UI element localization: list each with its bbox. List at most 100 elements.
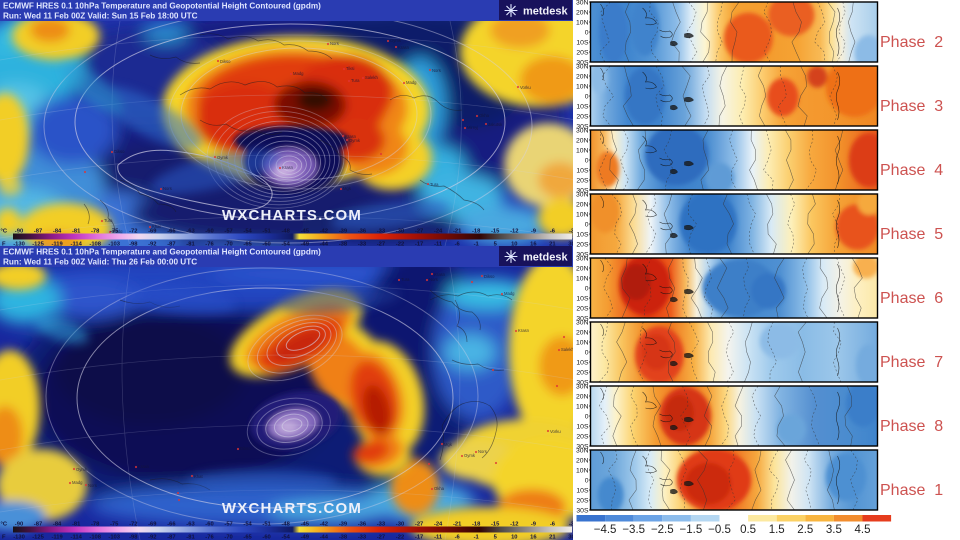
svg-text:16: 16 (530, 535, 537, 540)
svg-text:1.5: 1.5 (769, 524, 785, 536)
svg-text:Dikso: Dikso (240, 446, 251, 451)
svg-text:Madg: Madg (112, 229, 123, 234)
svg-text:Phase 4: Phase 4 (880, 162, 943, 179)
svg-text:−1.5: −1.5 (680, 524, 703, 536)
svg-text:-98: -98 (129, 242, 138, 248)
svg-text:-18: -18 (472, 522, 481, 528)
svg-text:Nors: Nors (88, 483, 97, 488)
svg-text:-84: -84 (53, 229, 62, 235)
svg-text:30S: 30S (576, 59, 589, 66)
svg-text:°C: °C (1, 229, 8, 235)
svg-text:10: 10 (511, 242, 517, 248)
svg-text:10S: 10S (576, 295, 589, 302)
svg-text:F: F (2, 535, 6, 540)
svg-text:-60: -60 (262, 242, 270, 248)
svg-text:-33: -33 (358, 242, 367, 248)
svg-text:-65: -65 (243, 242, 252, 248)
svg-text:-69: -69 (148, 229, 157, 235)
svg-text:0: 0 (585, 477, 589, 484)
svg-text:Oymk: Oymk (217, 155, 229, 160)
svg-text:20S: 20S (576, 113, 589, 120)
svg-text:-108: -108 (89, 242, 101, 248)
svg-text:-57: -57 (224, 229, 232, 235)
svg-text:Khat: Khat (152, 224, 161, 229)
svg-text:30N: 30N (576, 63, 589, 70)
svg-text:-108: -108 (89, 535, 101, 540)
svg-text:30S: 30S (576, 123, 589, 130)
svg-text:0: 0 (585, 221, 589, 228)
svg-text:10S: 10S (576, 103, 589, 110)
svg-text:-51: -51 (262, 522, 271, 528)
svg-text:10N: 10N (576, 339, 589, 346)
svg-text:-90: -90 (15, 229, 23, 235)
svg-text:10N: 10N (576, 211, 589, 218)
svg-text:0: 0 (585, 413, 589, 420)
svg-text:Salekh: Salekh (365, 75, 378, 80)
svg-text:Krasn: Krasn (345, 134, 357, 139)
svg-text:20N: 20N (576, 393, 589, 400)
svg-text:-33: -33 (377, 522, 386, 528)
svg-text:20S: 20S (576, 49, 589, 56)
svg-text:4.5: 4.5 (855, 524, 871, 536)
svg-text:21: 21 (549, 242, 556, 248)
svg-text:10S: 10S (576, 359, 589, 366)
svg-text:-42: -42 (320, 522, 328, 528)
svg-text:20S: 20S (576, 305, 589, 312)
svg-text:0: 0 (585, 29, 589, 36)
svg-text:2.5: 2.5 (797, 524, 813, 536)
svg-text:Tura: Tura (401, 277, 410, 282)
svg-text:−3.5: −3.5 (622, 524, 645, 536)
svg-text:-84: -84 (53, 522, 62, 528)
svg-text:30: 30 (568, 535, 574, 540)
svg-text:Salekh: Salekh (561, 347, 574, 352)
svg-text:-11: -11 (434, 242, 443, 248)
svg-text:-24: -24 (434, 229, 443, 235)
svg-text:-21: -21 (453, 229, 462, 235)
svg-text:Krasn: Krasn (282, 165, 294, 170)
svg-text:metdesk: metdesk (523, 6, 569, 18)
svg-text:WXCHARTS.COM: WXCHARTS.COM (222, 500, 362, 517)
svg-text:F: F (2, 242, 6, 248)
svg-text:-11: -11 (434, 535, 443, 540)
svg-text:-81: -81 (72, 229, 81, 235)
svg-text:-45: -45 (301, 522, 310, 528)
svg-text:Khat: Khat (194, 474, 203, 479)
svg-text:Krasn: Krasn (518, 328, 530, 333)
svg-text:Okha: Okha (434, 486, 445, 491)
svg-text:-38: -38 (339, 242, 348, 248)
svg-text:-69: -69 (148, 522, 157, 528)
svg-text:Run: Wed 11 Feb 00Z Valid: Thu: Run: Wed 11 Feb 00Z Valid: Thu 26 Feb 00… (3, 258, 197, 267)
svg-text:10N: 10N (576, 19, 589, 26)
svg-text:Krasn: Krasn (138, 464, 150, 469)
svg-text:10N: 10N (576, 147, 589, 154)
svg-text:°C: °C (1, 522, 8, 528)
svg-text:-81: -81 (186, 242, 195, 248)
svg-text:Tiksi: Tiksi (346, 66, 355, 71)
svg-text:-119: -119 (51, 535, 63, 540)
svg-text:Mgk: Mgk (343, 186, 352, 191)
svg-text:-125: -125 (32, 242, 44, 248)
svg-text:-114: -114 (71, 242, 83, 248)
svg-text:Vorku: Vorku (550, 429, 561, 434)
svg-text:ECMWF HRES 0.1 10hPa Temperatu: ECMWF HRES 0.1 10hPa Temperature and Geo… (3, 248, 321, 257)
svg-text:30N: 30N (576, 127, 589, 134)
svg-text:20N: 20N (576, 201, 589, 208)
svg-text:Phase 6: Phase 6 (880, 290, 943, 307)
svg-text:-51: -51 (262, 229, 271, 235)
svg-text:-78: -78 (91, 229, 100, 235)
svg-text:Oymk: Oymk (390, 38, 402, 43)
svg-text:-54: -54 (243, 522, 252, 528)
svg-text:30N: 30N (576, 255, 589, 262)
svg-text:-3: -3 (569, 229, 575, 235)
svg-text:Dikso: Dikso (114, 149, 125, 154)
svg-text:20N: 20N (576, 9, 589, 16)
svg-text:-87: -87 (34, 229, 42, 235)
svg-text:-65: -65 (243, 535, 252, 540)
svg-text:-92: -92 (148, 535, 156, 540)
svg-text:-98: -98 (129, 535, 138, 540)
svg-text:-39: -39 (339, 522, 348, 528)
svg-text:20N: 20N (576, 73, 589, 80)
svg-text:-33: -33 (358, 535, 367, 540)
svg-text:10N: 10N (576, 275, 589, 282)
svg-text:-75: -75 (110, 229, 119, 235)
